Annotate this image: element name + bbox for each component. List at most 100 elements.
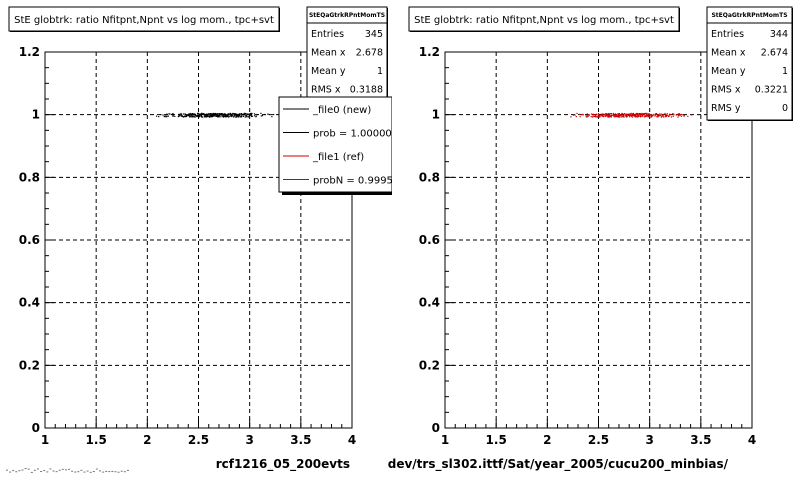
x-axis-label: dev/trs_sl302.ittf/Sat/year_2005/cucu200…	[388, 457, 729, 472]
data-point	[264, 113, 266, 116]
stats-name: StEQaGtrkRPntMomTS	[711, 12, 787, 19]
data-point	[592, 113, 594, 115]
data-point	[665, 115, 667, 117]
scribble-mark	[120, 470, 123, 472]
scribble-mark	[64, 469, 67, 471]
data-point	[582, 114, 584, 116]
title-box	[408, 6, 680, 32]
data-point	[239, 113, 241, 115]
data-point	[215, 115, 218, 117]
data-point	[234, 115, 236, 117]
data-point	[241, 116, 243, 118]
data-point	[196, 115, 198, 117]
data-point	[586, 116, 588, 118]
data-point	[638, 114, 640, 116]
data-point	[244, 116, 246, 118]
data-point	[210, 114, 212, 116]
stats-value: 1	[782, 66, 788, 77]
data-point	[224, 116, 226, 118]
y-tick-label: 1.2	[19, 45, 40, 59]
scribble-mark	[105, 470, 108, 472]
data-point	[622, 115, 624, 117]
y-tick-label: 0	[432, 421, 440, 435]
data-point	[222, 113, 224, 115]
scribble-mark	[12, 470, 15, 472]
data-point	[193, 113, 195, 115]
data-point	[243, 112, 245, 115]
data-point	[606, 115, 608, 117]
data-point	[632, 113, 634, 115]
data-point	[160, 114, 162, 116]
data-point	[204, 114, 206, 116]
data-point	[631, 115, 633, 118]
data-point	[245, 113, 247, 115]
data-point	[213, 114, 215, 116]
data-point	[616, 113, 618, 116]
data-point	[210, 113, 212, 115]
data-point	[649, 116, 651, 118]
data-point	[598, 114, 600, 116]
data-point	[243, 114, 245, 116]
data-point	[637, 116, 639, 118]
data-point	[644, 113, 646, 116]
data-point	[601, 115, 604, 117]
data-point	[200, 116, 203, 118]
stats-name: StEQaGtrkRPntMomTS	[309, 12, 385, 19]
data-point	[198, 115, 201, 117]
stats-label: Entries	[711, 29, 744, 40]
scribble-mark	[24, 468, 27, 470]
data-point	[167, 115, 169, 117]
scribble-mark	[74, 471, 77, 473]
data-point	[219, 113, 221, 115]
data-point	[633, 115, 635, 117]
data-point	[225, 113, 227, 115]
data-point	[641, 112, 643, 115]
data-point	[226, 114, 228, 116]
data-point	[180, 112, 182, 115]
data-point	[236, 116, 238, 118]
data-point	[651, 115, 653, 118]
data-point	[608, 114, 610, 116]
data-point	[193, 116, 195, 118]
data-point	[676, 114, 678, 116]
stats-value: 0.3221	[755, 85, 788, 96]
data-point	[625, 115, 627, 117]
data-point	[649, 114, 651, 116]
y-tick-label: 0.2	[419, 358, 440, 372]
data-point	[678, 114, 680, 117]
data-point	[631, 114, 633, 116]
data-point	[683, 115, 685, 117]
data-point	[199, 113, 201, 115]
data-point	[663, 116, 665, 118]
scribble-mark	[86, 470, 89, 472]
data-point	[642, 114, 644, 116]
data-point	[591, 116, 593, 118]
data-point	[677, 116, 679, 118]
data-point	[648, 114, 650, 116]
data-point	[183, 116, 185, 118]
data-point	[618, 114, 621, 116]
data-point	[228, 116, 230, 118]
data-point	[240, 116, 242, 118]
scribble-mark	[126, 469, 129, 471]
data-point	[616, 114, 618, 117]
title-box	[8, 6, 280, 32]
data-point	[213, 113, 216, 115]
scribble-mark	[123, 471, 126, 473]
data-point	[236, 115, 239, 117]
data-point	[191, 115, 193, 117]
data-point	[582, 113, 584, 115]
data-point	[185, 116, 187, 118]
data-point	[595, 114, 597, 117]
data-point	[624, 113, 626, 115]
data-point	[246, 116, 248, 118]
scribble-mark	[61, 468, 64, 470]
y-tick-label: 0.4	[19, 296, 40, 310]
scribble-mark	[9, 471, 12, 473]
data-point	[197, 115, 199, 117]
data-point	[168, 113, 170, 115]
data-point	[632, 113, 634, 116]
data-point	[690, 114, 693, 116]
stats-value: 344	[770, 29, 788, 40]
